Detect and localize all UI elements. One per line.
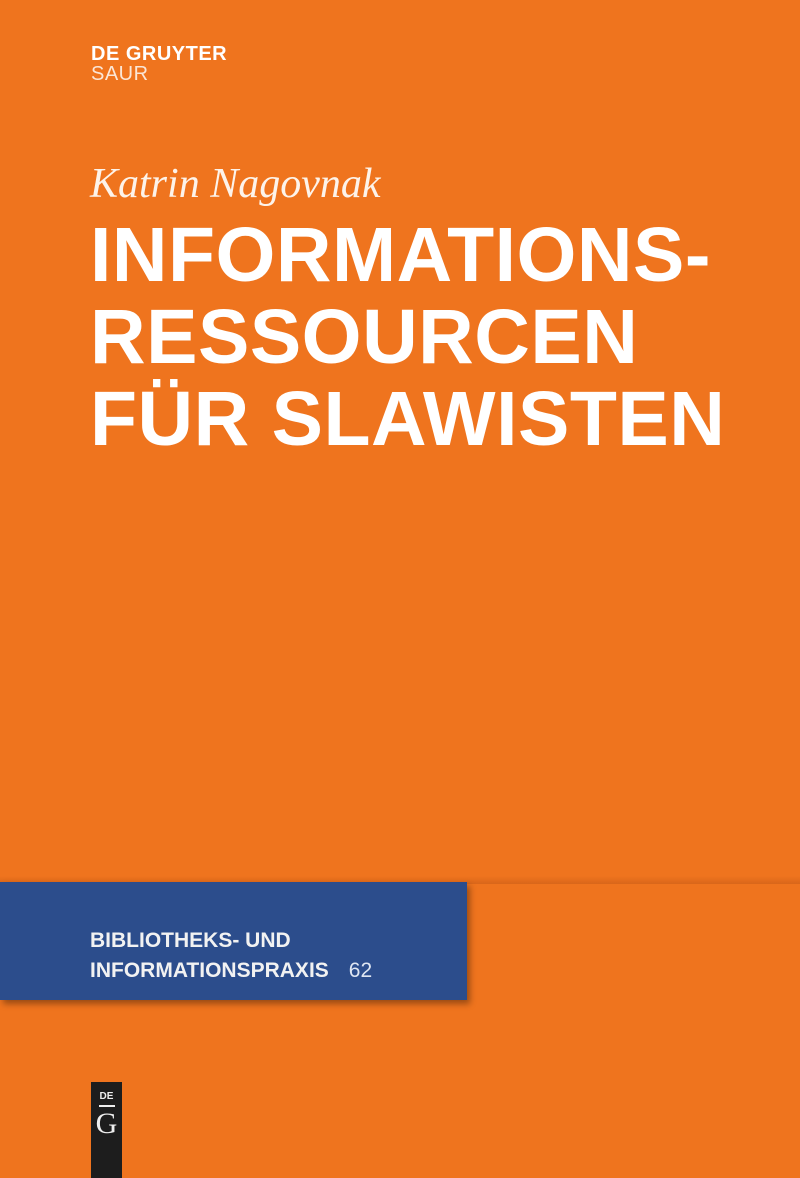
series-line: BIBLIOTHEKS- UND bbox=[90, 929, 291, 952]
title-line: FÜR SLAWISTEN bbox=[90, 376, 726, 462]
series-band bbox=[0, 882, 467, 1000]
author-name: Katrin Nagovnak bbox=[90, 161, 381, 207]
publisher-wordmark: DE GRUYTER SAUR bbox=[91, 44, 227, 84]
series-line: INFORMATIONSPRAXIS bbox=[90, 959, 329, 982]
divider-shade bbox=[0, 876, 800, 884]
logo-top: DE bbox=[99, 1091, 114, 1102]
book-title: INFORMATIONS- RESSOURCEN FÜR SLAWISTEN bbox=[90, 214, 725, 460]
logo-bar bbox=[98, 1105, 115, 1107]
logo-bottom: G bbox=[95, 1107, 118, 1140]
publisher-name: DE GRUYTER bbox=[91, 43, 228, 65]
title-line: INFORMATIONS- bbox=[90, 212, 711, 298]
title-line: RESSOURCEN bbox=[90, 294, 639, 380]
publisher-imprint: SAUR bbox=[91, 63, 149, 85]
de-gruyter-logo: DE G bbox=[91, 1082, 122, 1178]
series-title: BIBLIOTHEKS- UND INFORMATIONSPRAXIS 62 bbox=[90, 926, 372, 986]
series-number: 62 bbox=[348, 959, 373, 982]
